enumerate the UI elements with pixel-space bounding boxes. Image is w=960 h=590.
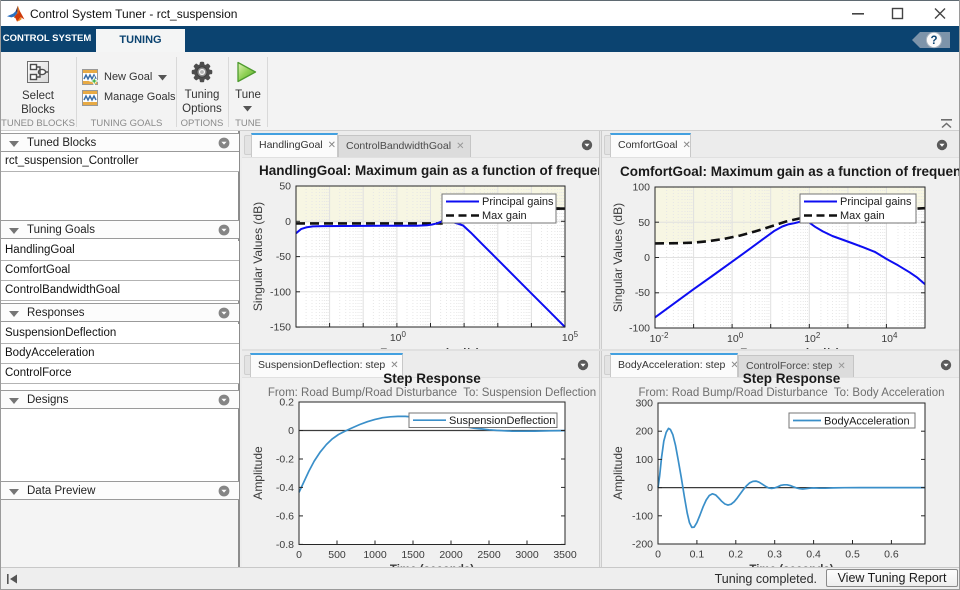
svg-text:Singular Values (dB): Singular Values (dB) — [251, 202, 265, 311]
svg-text:HandlingGoal: Maximum gain as: HandlingGoal: Maximum gain as a function… — [259, 163, 599, 178]
svg-text:50: 50 — [638, 217, 650, 229]
svg-text:BodyAcceleration: BodyAcceleration — [824, 416, 910, 428]
svg-text:Time (seconds): Time (seconds) — [390, 564, 474, 567]
svg-text:0: 0 — [288, 425, 294, 437]
svg-text:104: 104 — [881, 331, 898, 345]
svg-text:0.5: 0.5 — [845, 549, 860, 561]
svg-text:-0.8: -0.8 — [276, 539, 294, 551]
svg-text:-100: -100 — [629, 323, 650, 335]
svg-text:SuspensionDeflection: SuspensionDeflection — [449, 415, 555, 427]
svg-text:100: 100 — [727, 331, 744, 345]
svg-text:50: 50 — [279, 181, 291, 193]
svg-text:300: 300 — [635, 398, 653, 410]
svg-text:Amplitude: Amplitude — [251, 446, 265, 500]
svg-text:From: Road Bump/Road Disturban: From: Road Bump/Road Disturbance To: Bod… — [639, 387, 945, 399]
svg-text:-0.2: -0.2 — [276, 454, 294, 466]
svg-text:0: 0 — [285, 216, 291, 228]
svg-text:0.3: 0.3 — [767, 549, 782, 561]
svg-text:200: 200 — [635, 426, 653, 438]
svg-text:Frequency (rad/s): Frequency (rad/s) — [380, 348, 480, 349]
svg-text:10-2: 10-2 — [650, 331, 669, 345]
svg-text:3000: 3000 — [515, 549, 539, 561]
svg-text:100: 100 — [632, 182, 650, 194]
svg-text:105: 105 — [562, 330, 579, 344]
svg-text:0: 0 — [296, 549, 302, 561]
svg-text:Max gain: Max gain — [482, 210, 527, 222]
svg-text:-0.6: -0.6 — [276, 510, 294, 522]
svg-text:ComfortGoal: Maximum gain as a: ComfortGoal: Maximum gain as a function … — [620, 164, 960, 179]
svg-text:0: 0 — [655, 549, 661, 561]
svg-text:0.1: 0.1 — [690, 549, 705, 561]
svg-text:3500: 3500 — [553, 549, 577, 561]
svg-text:Singular Values (dB): Singular Values (dB) — [611, 203, 625, 312]
svg-text:0.4: 0.4 — [806, 549, 821, 561]
svg-text:-0.4: -0.4 — [276, 482, 294, 494]
svg-text:Principal gains: Principal gains — [840, 196, 912, 208]
svg-text:-150: -150 — [270, 322, 291, 334]
svg-text:2000: 2000 — [439, 549, 463, 561]
svg-text:0.2: 0.2 — [728, 549, 743, 561]
svg-text:-50: -50 — [276, 251, 291, 263]
svg-text:1000: 1000 — [363, 549, 387, 561]
svg-text:Principal gains: Principal gains — [482, 196, 554, 208]
svg-text:Step Response: Step Response — [383, 373, 481, 386]
svg-text:-200: -200 — [632, 539, 653, 551]
svg-text:1500: 1500 — [401, 549, 425, 561]
svg-text:Amplitude: Amplitude — [611, 446, 625, 500]
svg-text:2500: 2500 — [477, 549, 501, 561]
svg-text:?: ? — [930, 35, 937, 47]
svg-text:102: 102 — [804, 331, 821, 345]
svg-text:500: 500 — [328, 549, 346, 561]
svg-text:100: 100 — [635, 454, 653, 466]
svg-text:0: 0 — [647, 482, 653, 494]
svg-text:Frequency (rad/s): Frequency (rad/s) — [740, 348, 840, 349]
svg-text:From: Road Bump/Road Disturban: From: Road Bump/Road Disturbance To: Sus… — [268, 387, 596, 399]
svg-text:0.6: 0.6 — [884, 549, 899, 561]
svg-text:-100: -100 — [632, 510, 653, 522]
svg-text:Step Response: Step Response — [743, 373, 841, 386]
svg-text:100: 100 — [390, 330, 407, 344]
svg-text:-50: -50 — [635, 287, 650, 299]
svg-text:-100: -100 — [270, 286, 291, 298]
svg-text:0: 0 — [644, 252, 650, 264]
svg-text:Time (seconds): Time (seconds) — [749, 564, 833, 567]
svg-text:Max gain: Max gain — [840, 210, 885, 222]
svg-text:0.2: 0.2 — [279, 397, 294, 409]
